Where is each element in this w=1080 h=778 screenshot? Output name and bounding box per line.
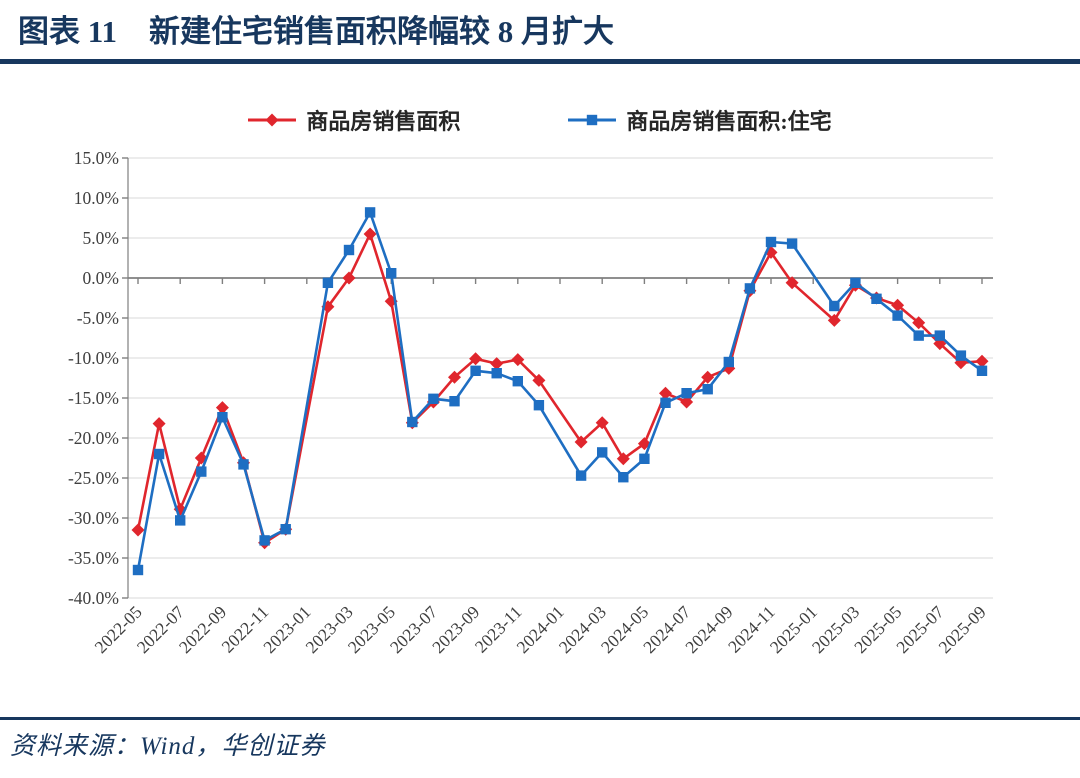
data-point-diamond — [891, 298, 905, 312]
data-point-diamond — [912, 316, 926, 330]
data-point-square — [153, 448, 165, 460]
y-tick-label: -25.0% — [68, 468, 119, 488]
figure-header: 图表 11 新建住宅销售面积降幅较 8 月扩大 — [18, 6, 614, 51]
data-point-square — [744, 283, 756, 294]
data-point-square — [892, 310, 903, 321]
data-point-diamond — [342, 271, 356, 285]
data-point-diamond — [659, 386, 672, 400]
x-tick-label: 2024-09 — [681, 602, 737, 658]
data-point-square — [597, 447, 608, 458]
data-point-square — [829, 300, 840, 312]
data-point-square — [639, 453, 650, 464]
data-point-square — [491, 368, 502, 379]
data-point-square — [681, 388, 692, 399]
data-point-square — [322, 277, 334, 288]
data-point-square — [786, 238, 798, 249]
data-point-square — [871, 293, 882, 304]
chart-legend: 商品房销售面积 商品房销售面积:住宅 — [0, 104, 1080, 136]
source-divider-rule — [0, 717, 1080, 720]
data-point-diamond — [574, 435, 588, 449]
data-point-diamond — [363, 227, 377, 241]
data-point-square — [913, 330, 924, 341]
x-tick-label: 2022-09 — [175, 602, 231, 658]
figure-title: 新建住宅销售面积降幅较 8 月扩大 — [149, 14, 615, 49]
data-point-square — [512, 376, 523, 387]
data-point-diamond — [616, 452, 630, 466]
data-point-square — [575, 470, 587, 481]
legend-diamond-marker-icon — [248, 112, 297, 128]
data-point-square — [723, 356, 734, 368]
data-point-square — [955, 350, 967, 361]
data-point-square — [976, 365, 988, 376]
data-point-diamond — [469, 352, 483, 366]
data-point-square — [449, 396, 460, 407]
y-tick-label: 0.0% — [83, 268, 119, 288]
data-point-square — [934, 330, 945, 341]
legend-item-commodity-housing: 商品房销售面积 — [248, 104, 460, 136]
line-chart: 15.0% 10.0% 5.0% 0.0% -5.0% -10.0% -15.0% -20.0… — [0, 145, 1080, 710]
data-point-diamond — [827, 313, 841, 327]
data-point-square — [702, 384, 713, 395]
data-point-diamond — [764, 245, 778, 259]
data-point-square — [850, 277, 861, 288]
data-point-square — [343, 244, 355, 256]
y-tick-label: -20.0% — [68, 428, 119, 448]
data-point-diamond — [954, 356, 968, 370]
data-point-square — [428, 393, 439, 404]
y-tick-label: 5.0% — [83, 228, 119, 248]
y-tick-label: -35.0% — [68, 548, 119, 568]
data-point-diamond — [152, 417, 166, 431]
data-point-square — [217, 412, 228, 423]
data-point-square — [175, 515, 186, 526]
data-point-square — [364, 207, 376, 218]
y-tick-label: 10.0% — [74, 188, 119, 208]
series-line-1 — [136, 209, 983, 571]
data-point-square — [259, 535, 270, 546]
data-point-diamond — [215, 401, 229, 415]
data-point-square — [280, 524, 291, 535]
y-tick-label: -10.0% — [68, 348, 119, 368]
data-point-square — [238, 459, 249, 470]
y-tick-label: -15.0% — [68, 388, 119, 408]
data-point-diamond — [532, 373, 546, 387]
x-tick-label: 2023-09 — [428, 602, 484, 658]
data-point-square — [660, 397, 671, 408]
legend-label-commodity-housing: 商品房销售面积 — [306, 109, 461, 134]
y-tick-label: 15.0% — [74, 148, 119, 168]
figure-label: 图表 11 — [18, 14, 118, 49]
y-tick-label: -40.0% — [68, 588, 119, 608]
source-note: 资料来源：Wind，华创证券 — [10, 733, 326, 760]
data-point-diamond — [701, 370, 715, 384]
data-point-diamond — [321, 300, 335, 314]
data-point-square — [132, 564, 144, 576]
title-divider-rule — [0, 59, 1080, 64]
data-point-diamond — [785, 276, 799, 290]
data-point-diamond — [680, 395, 694, 409]
data-point-diamond — [511, 353, 525, 367]
data-point-diamond — [131, 523, 145, 537]
data-point-square — [533, 400, 545, 411]
data-point-square — [470, 365, 481, 376]
x-tick-label: 2025-09 — [934, 602, 990, 658]
data-point-square — [765, 236, 777, 248]
legend-square-marker-icon — [568, 112, 617, 128]
y-tick-label: -5.0% — [77, 308, 119, 328]
data-point-square — [196, 466, 207, 477]
legend-item-residential: 商品房销售面积:住宅 — [568, 104, 832, 136]
legend-label-residential: 商品房销售面积:住宅 — [626, 109, 832, 134]
data-point-square — [386, 268, 397, 279]
data-point-square — [407, 416, 418, 428]
data-point-diamond — [448, 370, 461, 384]
y-tick-label: -30.0% — [68, 508, 119, 528]
data-point-square — [618, 472, 629, 483]
data-point-diamond — [975, 354, 989, 368]
data-point-diamond — [490, 357, 504, 371]
data-point-diamond — [595, 416, 609, 430]
line-chart-svg: 15.0% 10.0% 5.0% 0.0% -5.0% -10.0% -15.0% -20.0… — [68, 148, 993, 658]
